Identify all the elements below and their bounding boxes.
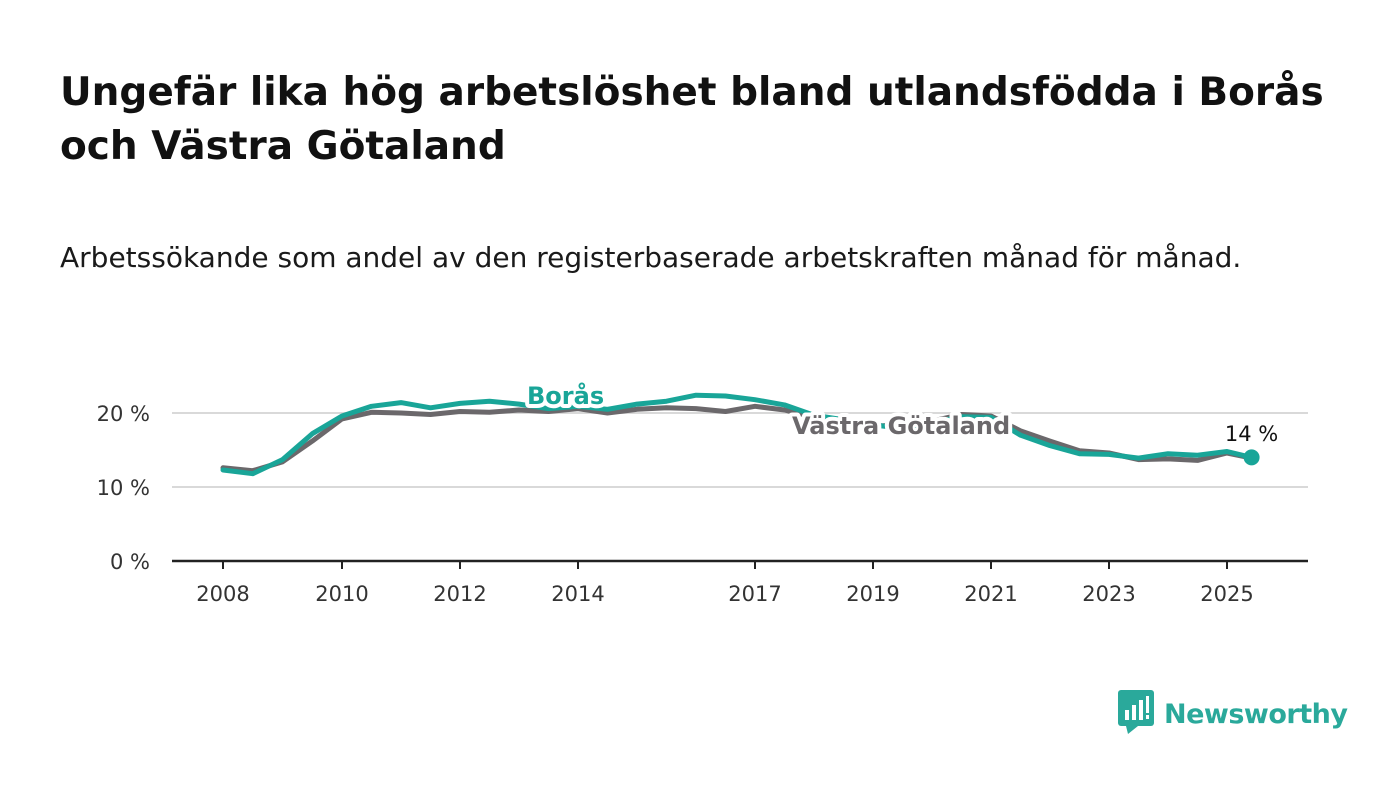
x-tick-label: 2021: [964, 582, 1017, 606]
y-tick-label: 20 %: [97, 402, 150, 426]
series-line-boras: [220, 392, 1255, 477]
end-point-marker: [1243, 449, 1260, 466]
x-tick-label: 2023: [1082, 582, 1135, 606]
x-tick-label: 2010: [315, 582, 368, 606]
newsworthy-logo: Newsworthy: [1118, 690, 1348, 738]
series-label-boras: Borås: [527, 381, 604, 410]
end-value-label: 14 %: [1225, 422, 1278, 446]
grid-lines: [172, 412, 1308, 488]
x-tick-label: 2017: [728, 582, 781, 606]
chart-subtitle: Arbetssökande som andel av den registerb…: [60, 241, 1242, 274]
line-chart: 2008 2010 2012 2014 2017 2019 2021 2023 2025 0 %…: [96, 377, 1308, 606]
x-tick-label: 2014: [551, 582, 604, 606]
y-axis: 0 % 10 % 20 %: [97, 402, 150, 574]
y-tick-label: 10 %: [97, 476, 150, 500]
series-label-vastra-gotaland-halo: Västra Götaland: [792, 412, 1010, 440]
x-axis: 2008 2010 2012 2014 2017 2019 2021 2023 2025: [172, 559, 1308, 606]
series-label-boras-halo: Borås: [527, 381, 604, 410]
bar-chart-speech-bubble-icon: [1118, 690, 1154, 738]
chart-title: Ungefär lika hög arbetslöshet bland utla…: [60, 70, 1324, 169]
x-tick-label: 2008: [196, 582, 249, 606]
x-tick-label: 2025: [1200, 582, 1253, 606]
x-tick-label: 2012: [433, 582, 486, 606]
series-lines: [220, 392, 1260, 477]
x-tick-label: 2019: [846, 582, 899, 606]
end-value-label-halo: 14 %: [1225, 422, 1278, 446]
series-line-vastra-gotaland: [220, 403, 1255, 474]
brand-name: Newsworthy: [1164, 698, 1348, 730]
y-tick-label: 0 %: [110, 550, 150, 574]
series-label-vastra-gotaland: Västra Götaland: [792, 412, 1010, 440]
